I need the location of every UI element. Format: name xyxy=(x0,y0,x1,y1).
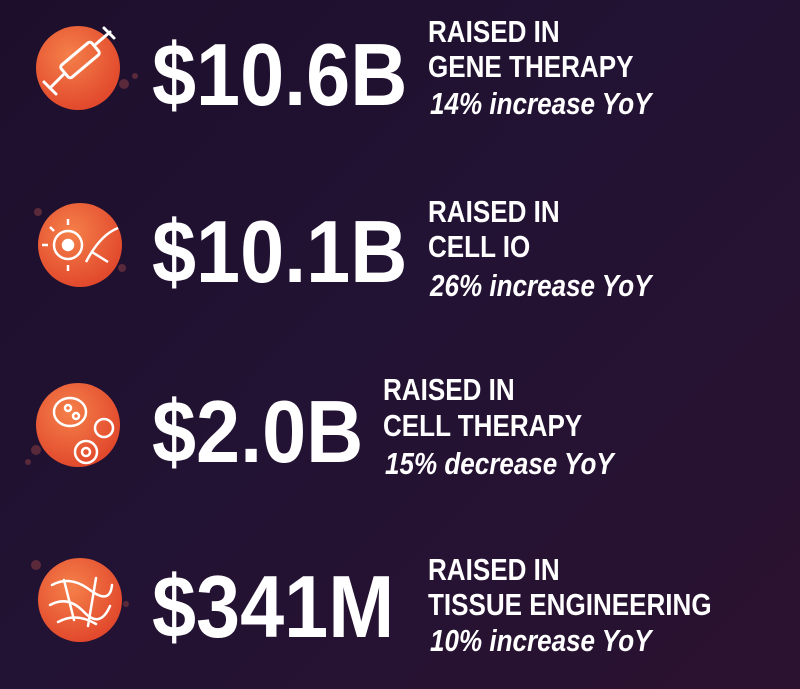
label-line: CELL IO xyxy=(428,229,531,264)
tissue-engineering-icon xyxy=(31,558,129,642)
label-line: RAISED IN xyxy=(428,14,560,49)
cell-io-icon xyxy=(34,203,126,287)
change-text: 14% increase YoY xyxy=(430,86,652,121)
label-line: TISSUE ENGINEERING xyxy=(428,587,712,622)
amount: $341M xyxy=(152,557,395,656)
label-line: RAISED IN xyxy=(428,552,560,587)
label-line: GENE THERAPY xyxy=(428,49,634,84)
change-text: 15% decrease YoY xyxy=(385,446,614,481)
change-text: 10% increase YoY xyxy=(430,623,652,658)
gene-therapy-icon xyxy=(36,26,138,110)
label-line: RAISED IN xyxy=(428,194,560,229)
amount: $10.6B xyxy=(152,25,408,124)
label-line: RAISED IN xyxy=(383,372,515,407)
label-line: CELL THERAPY xyxy=(383,408,583,443)
change-text: 26% increase YoY xyxy=(430,268,652,303)
amount: $10.1B xyxy=(152,202,408,301)
amount: $2.0B xyxy=(152,382,364,481)
cell-therapy-icon xyxy=(25,383,120,467)
